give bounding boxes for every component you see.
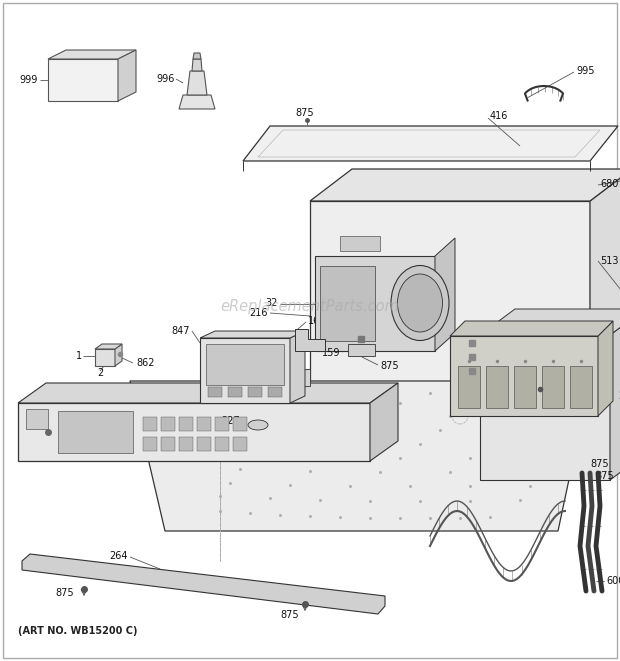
Ellipse shape <box>397 274 443 332</box>
Polygon shape <box>590 169 620 471</box>
Polygon shape <box>130 381 590 531</box>
Polygon shape <box>295 329 325 351</box>
Text: 416: 416 <box>490 111 508 121</box>
Polygon shape <box>200 331 305 338</box>
Polygon shape <box>197 437 211 451</box>
Text: 847: 847 <box>172 326 190 336</box>
Text: 513: 513 <box>600 256 619 266</box>
Polygon shape <box>243 126 618 161</box>
Text: 216: 216 <box>249 308 268 318</box>
Polygon shape <box>215 417 229 431</box>
Text: 999: 999 <box>20 75 38 85</box>
Polygon shape <box>228 387 242 397</box>
Polygon shape <box>233 417 247 431</box>
Polygon shape <box>179 417 193 431</box>
Text: 600: 600 <box>606 576 620 586</box>
Polygon shape <box>22 554 385 614</box>
Text: 926: 926 <box>487 348 505 358</box>
Polygon shape <box>514 366 536 408</box>
Polygon shape <box>435 238 455 351</box>
Text: 995: 995 <box>576 66 595 76</box>
Text: 875: 875 <box>418 296 436 306</box>
Polygon shape <box>248 387 262 397</box>
Polygon shape <box>610 309 620 480</box>
Text: 21: 21 <box>618 391 620 401</box>
Polygon shape <box>315 256 435 351</box>
Polygon shape <box>193 53 201 59</box>
Polygon shape <box>48 50 136 59</box>
Text: 680: 680 <box>600 179 618 189</box>
Polygon shape <box>340 236 380 251</box>
Text: 875: 875 <box>422 318 440 328</box>
Polygon shape <box>18 383 398 403</box>
Text: 16: 16 <box>308 316 321 326</box>
Text: 862: 862 <box>136 358 154 368</box>
Polygon shape <box>18 403 370 461</box>
Polygon shape <box>348 344 375 356</box>
Polygon shape <box>200 338 290 403</box>
Polygon shape <box>480 309 620 335</box>
Text: 875: 875 <box>296 108 314 118</box>
Text: 227: 227 <box>221 416 240 426</box>
Polygon shape <box>206 344 284 385</box>
Text: 595: 595 <box>487 362 506 372</box>
Polygon shape <box>192 59 202 71</box>
Polygon shape <box>187 71 207 95</box>
Polygon shape <box>233 437 247 451</box>
Text: 996: 996 <box>157 74 175 84</box>
Polygon shape <box>115 344 122 366</box>
Polygon shape <box>310 169 620 201</box>
Polygon shape <box>268 387 282 397</box>
Polygon shape <box>161 417 175 431</box>
Text: 875: 875 <box>590 459 609 469</box>
Polygon shape <box>179 437 193 451</box>
Text: (ART NO. WB15200 C): (ART NO. WB15200 C) <box>18 626 138 636</box>
Text: 875: 875 <box>56 588 74 598</box>
Text: 407: 407 <box>610 361 620 371</box>
Polygon shape <box>598 321 613 416</box>
Polygon shape <box>161 437 175 451</box>
Polygon shape <box>95 349 115 366</box>
Text: 2: 2 <box>97 368 103 378</box>
Polygon shape <box>542 366 564 408</box>
Polygon shape <box>143 417 157 431</box>
Polygon shape <box>486 366 508 408</box>
Text: 875: 875 <box>380 361 399 371</box>
Polygon shape <box>570 366 592 408</box>
Text: 415: 415 <box>600 326 619 336</box>
Text: 813: 813 <box>487 334 505 344</box>
Polygon shape <box>450 336 598 416</box>
Text: 159: 159 <box>322 348 340 358</box>
Text: 997: 997 <box>249 340 268 350</box>
Polygon shape <box>118 50 136 101</box>
Text: 264: 264 <box>110 551 128 561</box>
Text: eReplacementParts.com: eReplacementParts.com <box>221 299 399 313</box>
Polygon shape <box>320 266 375 341</box>
Polygon shape <box>265 369 310 386</box>
Polygon shape <box>58 411 133 453</box>
Polygon shape <box>480 335 610 480</box>
Polygon shape <box>197 417 211 431</box>
Text: 32: 32 <box>265 298 278 308</box>
Polygon shape <box>215 437 229 451</box>
Polygon shape <box>260 351 265 371</box>
Polygon shape <box>310 201 590 471</box>
Polygon shape <box>143 437 157 451</box>
Polygon shape <box>95 344 122 349</box>
Ellipse shape <box>391 266 449 340</box>
Polygon shape <box>208 387 222 397</box>
Polygon shape <box>48 59 118 101</box>
Ellipse shape <box>248 420 268 430</box>
Polygon shape <box>450 321 613 336</box>
Polygon shape <box>458 366 480 408</box>
Text: 284: 284 <box>224 378 243 388</box>
Text: 875: 875 <box>281 610 299 620</box>
Text: 875: 875 <box>555 384 574 394</box>
Polygon shape <box>179 95 215 109</box>
Text: 1: 1 <box>76 351 82 361</box>
Polygon shape <box>370 383 398 461</box>
Polygon shape <box>26 409 48 429</box>
Text: 875: 875 <box>595 471 614 481</box>
Polygon shape <box>290 331 305 403</box>
